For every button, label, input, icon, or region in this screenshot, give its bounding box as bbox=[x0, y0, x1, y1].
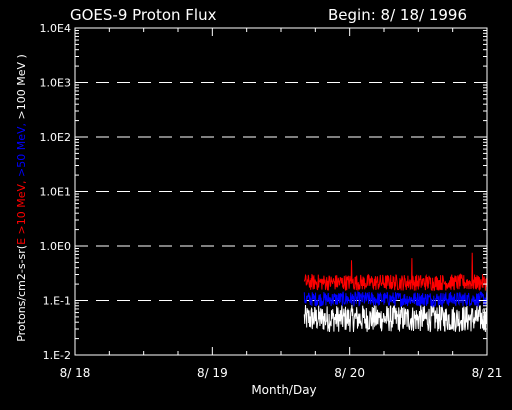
y-tick-label: 1.0E2 bbox=[40, 131, 71, 144]
chart-title: GOES-9 Proton Flux bbox=[70, 6, 217, 24]
x-axis-label: Month/Day bbox=[251, 383, 316, 397]
y-axis-label-part-0: Protons/cm2-s-sr( bbox=[15, 245, 28, 342]
y-tick-label: 1.E-2 bbox=[43, 349, 71, 362]
y-tick-label: 1.0E4 bbox=[40, 22, 71, 35]
series-line-50MeVmev bbox=[303, 290, 488, 309]
y-tick-label: 1.0E1 bbox=[40, 186, 71, 199]
series-line-100MeVmev bbox=[303, 304, 488, 333]
x-tick-label: 8/ 20 bbox=[334, 366, 365, 380]
series-group bbox=[303, 252, 488, 333]
y-axis-label-part-2: >50 MeV, bbox=[15, 119, 28, 177]
y-tick-label: 1.E-1 bbox=[43, 295, 71, 308]
axes bbox=[74, 27, 488, 356]
x-tick-label: 8/ 21 bbox=[472, 366, 503, 380]
y-tick-label: 1.0E0 bbox=[40, 240, 71, 253]
plot-frame bbox=[74, 27, 488, 356]
y-axis-label: Protons/cm2-s-sr(E >10 MeV, >50 MeV, >10… bbox=[15, 54, 28, 342]
y-axis-label-part-1: E >10 MeV, bbox=[15, 177, 28, 245]
series-line-10MeVmev bbox=[303, 252, 488, 292]
x-tick-label: 8/ 19 bbox=[197, 366, 228, 380]
grid-lines bbox=[75, 82, 487, 301]
chart-begin-date: Begin: 8/ 18/ 1996 bbox=[328, 6, 467, 24]
y-axis-label-part-3: >100 MeV ) bbox=[15, 54, 28, 119]
y-tick-labels: 1.0E4 1.0E3 1.0E2 1.0E1 1.0E0 1.E-1 1.E-2 bbox=[40, 22, 71, 362]
y-tick-label: 1.0E3 bbox=[40, 77, 71, 90]
x-tick-labels: 8/ 18 8/ 19 8/ 20 8/ 21 bbox=[60, 366, 503, 380]
x-tick-label: 8/ 18 bbox=[60, 366, 91, 380]
